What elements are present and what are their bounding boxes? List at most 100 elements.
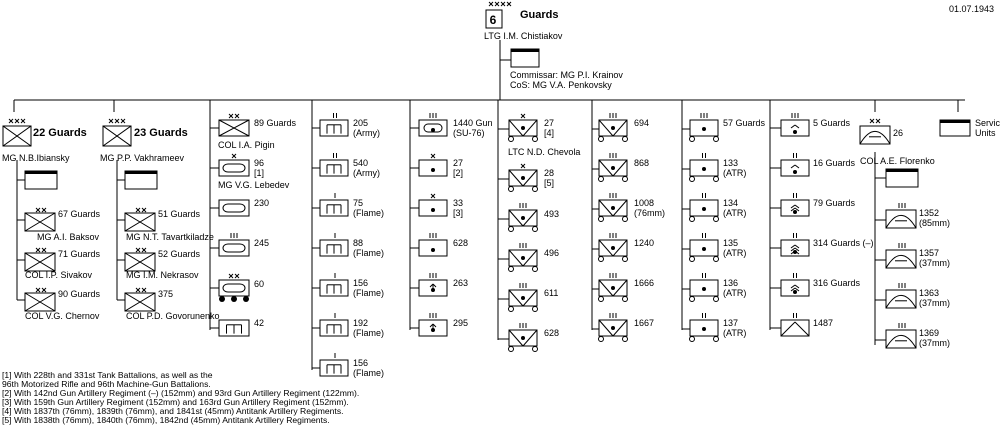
corps-23-div-size-3 (135, 287, 141, 293)
col8-unit-3-sub: (ATR) (723, 208, 747, 218)
col4-unit-7-name: 156 (353, 358, 369, 368)
col9-chev-5 (790, 287, 796, 292)
col9-unit-2-name: 16 Guards (813, 158, 856, 168)
col9-chev-4 (790, 247, 796, 252)
footnote-4: [4] With 1837th (76mm), 1839th (76mm), a… (2, 406, 344, 416)
col9-chev-1 (794, 124, 800, 129)
corps-23-name: 23 Guards (134, 127, 188, 139)
corps-23-symbol (102, 125, 132, 147)
col4-unit-1-name: 205 (353, 118, 369, 128)
col8-wheels-1 (689, 136, 695, 142)
col9-unit-3-name: 79 Guards (813, 198, 856, 208)
col7-symbol-1 (598, 119, 614, 137)
col6-symbol-6 (508, 329, 524, 347)
col6-unit-1-commander: LTC N.D. Chevola (508, 147, 581, 157)
col5-arrow-5 (432, 283, 437, 288)
col6-unit-6-name: 628 (544, 328, 560, 338)
col6-symbol-3 (508, 209, 524, 227)
col7-wheels-6 (598, 336, 604, 342)
col9-tri-6 (780, 321, 796, 337)
col5-unit-1-name: 1440 Gun (453, 118, 493, 128)
col5-unit-6-name: 295 (453, 318, 469, 328)
corps-23-div-symbol-1 (124, 212, 156, 232)
corps-23-div-size-2 (135, 247, 141, 253)
corps-22-div-size-1 (35, 207, 41, 213)
col8-wheels-6 (713, 336, 719, 342)
div-52-name: 52 Guards (158, 249, 201, 259)
col9-tri-6 (794, 321, 810, 337)
col5-size-2 (430, 153, 436, 159)
col7-symbol-1 (612, 119, 628, 137)
div-26-name: 26 (893, 128, 904, 138)
col7-wheels-4 (598, 256, 604, 262)
col7-symbol-5 (612, 279, 628, 297)
div-67-name: 67 Guards (58, 209, 101, 219)
col3-wheel-5 (219, 296, 225, 302)
div-90-name: 90 Guards (58, 289, 101, 299)
corps-22-commander: MG N.B.Ibiansky (2, 153, 70, 163)
div-51-name: 51 Guards (158, 209, 201, 219)
col7-unit-5-name: 1666 (634, 278, 655, 288)
corps-22-div-size-3 (41, 287, 47, 293)
col7-unit-6-name: 1667 (634, 318, 655, 328)
col6-unit-4-name: 496 (544, 248, 560, 258)
col9-symbol-1 (780, 119, 810, 137)
corps-23-size-marker (120, 118, 126, 124)
div-26-size-marker (869, 118, 875, 124)
col6-unit-1-name: 27 (544, 118, 555, 128)
corps-22-hq-bar (25, 171, 57, 174)
col9-chev-2 (794, 164, 800, 169)
col4-unit-4-name: 88 (353, 238, 364, 248)
col5-dot-4 (431, 248, 435, 252)
col5-unit-1-sub: (SU-76) (453, 128, 485, 138)
col8-dot-2 (702, 167, 706, 171)
col3-symbol-4 (222, 243, 246, 253)
col3-unit-1-name: 89 Guards (254, 118, 297, 128)
col8-wheels-5 (713, 296, 719, 302)
aa-1357-sub: (37mm) (919, 258, 950, 268)
aa-1363-sub: (37mm) (919, 298, 950, 308)
col9-chev-3 (790, 207, 796, 212)
col8-wheels-4 (713, 256, 719, 262)
div-26-symbol (859, 130, 891, 145)
corps-23-hq-bar (125, 171, 157, 174)
col8-wheels-3 (689, 216, 695, 222)
col7-unit-1-name: 694 (634, 118, 650, 128)
col7-symbol-1 (611, 126, 615, 130)
army-name: Guards (520, 9, 559, 21)
col5-unit-3-name: 33 (453, 198, 464, 208)
footnote-1: [1] With 228th and 331st Tank Battalions… (2, 370, 213, 380)
col5-dot-6 (431, 328, 435, 332)
div-71-commander: COL I.P. Sivakov (25, 270, 93, 280)
army-size-marker (500, 1, 506, 7)
col9-chev-3 (790, 204, 796, 209)
army-hq-symbol (485, 9, 503, 29)
army-number: 6 (489, 13, 497, 27)
col9-chev-5 (790, 284, 796, 289)
col6-symbol-4 (522, 249, 538, 267)
col6-wheels-4 (532, 266, 538, 272)
col9-dot-2 (793, 170, 797, 174)
col3-unit-2-name: 96 (254, 158, 265, 168)
col7-wheels-5 (598, 296, 604, 302)
aa-symbol-3 (885, 294, 917, 309)
footnote-5: [5] With 1838th (76mm), 1840th (76mm), 1… (2, 415, 330, 425)
col6-symbol-3 (522, 209, 538, 227)
corps-23-size-marker (108, 118, 114, 124)
col4-unit-2-sub: (Army) (353, 168, 380, 178)
col6-unit-2-sub: [5] (544, 178, 555, 188)
corps-22-div-symbol-2 (24, 252, 56, 272)
col3-wheel-5 (231, 296, 237, 302)
col5-arrow-6 (432, 323, 437, 328)
col7-unit-3-name: 1008 (634, 198, 655, 208)
col8-unit-5-sub: (ATR) (723, 288, 747, 298)
col7-wheels-3 (598, 216, 604, 222)
col9-chev-3 (794, 207, 800, 212)
col6-wheels-5 (508, 306, 514, 312)
col3-size-1 (228, 113, 234, 119)
div-26-hq-bar (886, 169, 918, 172)
col4-unit-5-sub: (Flame) (353, 288, 384, 298)
col8-dot-1 (702, 127, 706, 131)
